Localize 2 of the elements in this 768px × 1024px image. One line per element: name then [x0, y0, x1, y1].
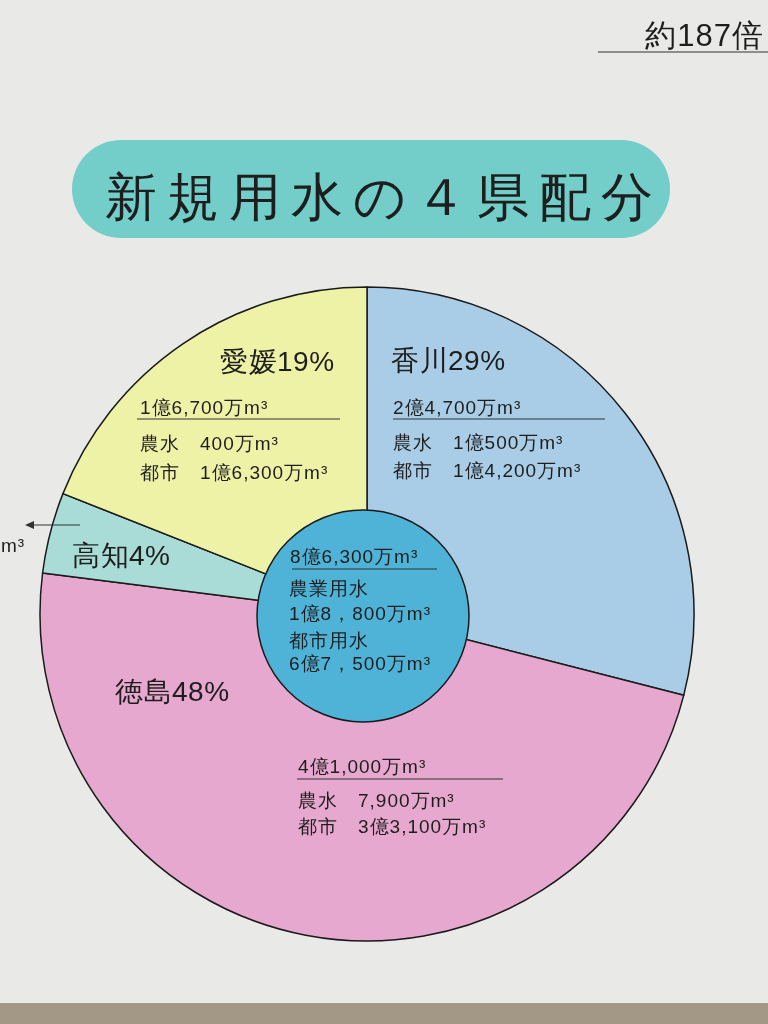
- chart-title: 新規用水の４県配分: [105, 168, 653, 226]
- title: 新規用水の４県配分: [72, 140, 670, 238]
